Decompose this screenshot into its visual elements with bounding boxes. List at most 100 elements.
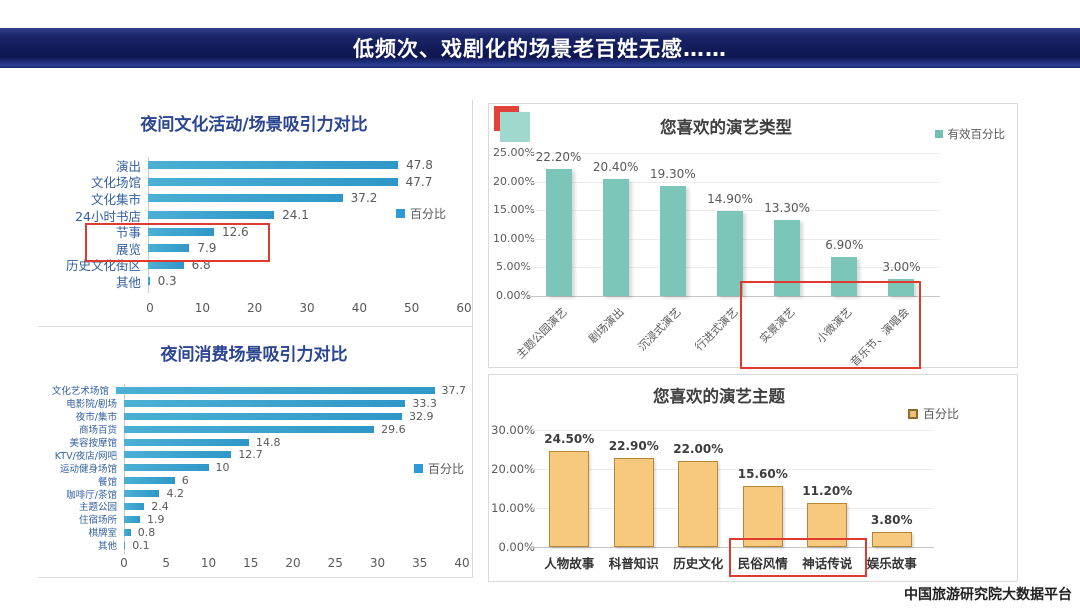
value-label: 32.9 xyxy=(409,409,434,423)
y-axis-tick-label: 15.00% xyxy=(493,203,535,217)
bar-rows: 文化艺术场馆 37.7 电影院/剧场 33.3 夜市/集市 32.9 商场百货 29.6 美容按… xyxy=(40,384,466,554)
category-label: 24小时书店 xyxy=(75,208,141,224)
bar-track: 2.4 xyxy=(124,500,466,513)
bar-row: 24小时书店 24.1 xyxy=(40,207,464,224)
bar-row: 其他 0.1 xyxy=(40,539,466,553)
bar-track: 33.3 xyxy=(124,397,466,410)
bar-row: 餐馆 6 xyxy=(40,474,466,488)
source-credit: 中国旅游研究院大数据平台 xyxy=(904,587,1072,603)
value-label: 3.00% xyxy=(882,259,921,274)
y-axis-tick-label: 10.00% xyxy=(491,501,535,515)
bar-track: 1.9 xyxy=(124,513,466,526)
bar-row: 节事 12.6 xyxy=(40,223,464,241)
bar-row: 主题公园 2.4 xyxy=(40,500,466,514)
x-category-label: 沉浸式演艺 xyxy=(635,305,684,354)
x-axis-tick-label: 0 xyxy=(146,301,154,315)
value-label: 47.7 xyxy=(405,174,433,189)
y-axis-tick-label: 10.00% xyxy=(493,231,535,245)
y-axis-tick-label: 0.00% xyxy=(496,289,531,302)
category-label: 运动健身场馆 xyxy=(59,463,117,475)
highlight-box-performance-themes xyxy=(729,538,867,577)
bar xyxy=(148,260,184,269)
x-axis-tick-label: 10 xyxy=(200,556,217,570)
bar-row: 夜市/集市 32.9 xyxy=(40,409,466,424)
x-axis-line xyxy=(531,547,934,548)
bar-row: 其他 0.3 xyxy=(40,273,464,290)
bar-track: 0.8 xyxy=(124,526,466,539)
title-banner: 低频次、戏剧化的场景老百姓无感…… xyxy=(0,28,1080,68)
category-label: 其他 xyxy=(115,274,141,290)
x-axis-tick-label: 0 xyxy=(120,556,128,570)
bar xyxy=(148,211,275,220)
category-label: 演出 xyxy=(115,158,141,174)
gridline xyxy=(526,153,940,154)
bar xyxy=(124,477,175,485)
value-label: 7.9 xyxy=(197,241,217,256)
bar xyxy=(774,219,801,296)
x-axis-ticks: 0 10 20 30 40 50 60 xyxy=(146,301,471,315)
gridline xyxy=(533,469,934,470)
bar-track: 29.6 xyxy=(124,423,466,436)
bar-row: 文化艺术场馆 37.7 xyxy=(40,384,466,398)
x-category-label: 神话传说 xyxy=(802,556,853,571)
bar xyxy=(124,464,209,472)
chart-favorite-performance-themes: 您喜欢的演艺主题 百分比 0.00% 10.00% 20.00% 30.00% 24.5… xyxy=(488,374,1018,582)
highlight-box-festivals-exhibitions xyxy=(85,223,270,262)
value-label: 14.8 xyxy=(256,435,281,449)
x-category-label: 人物故事 xyxy=(544,556,595,571)
bar-row: 商场百货 29.6 xyxy=(40,423,466,437)
category-label: 棋牌室 xyxy=(88,528,117,540)
highlight-box-performance-types xyxy=(740,281,921,369)
bar-row: 咖啡厅/茶馆 4.2 xyxy=(40,487,466,501)
category-label: 其他 xyxy=(97,541,117,553)
bar xyxy=(613,457,654,547)
bar-track: 0.1 xyxy=(124,539,466,552)
gridline xyxy=(533,508,934,509)
legend-label: 百分比 xyxy=(428,462,465,476)
bar xyxy=(549,451,590,547)
value-label: 6 xyxy=(181,474,189,488)
value-label: 15.60% xyxy=(737,467,788,482)
x-category-label: 历史文化 xyxy=(673,556,724,571)
bar xyxy=(148,227,214,236)
x-axis-tick-label: 60 xyxy=(456,301,472,315)
bar xyxy=(717,210,743,296)
x-axis-tick-label: 30 xyxy=(369,556,386,570)
bar xyxy=(545,169,572,296)
category-label: 餐馆 xyxy=(97,476,117,488)
bar-row: 美容按摩馆 14.8 xyxy=(40,435,466,450)
category-label: 文化集市 xyxy=(90,191,141,207)
x-category-label: 娱乐故事 xyxy=(866,556,917,571)
x-axis-tick-label: 15 xyxy=(243,556,259,570)
value-label: 12.7 xyxy=(238,448,263,462)
category-label: 夜市/集市 xyxy=(75,412,117,424)
y-axis-tick-label: 0.00% xyxy=(498,540,535,554)
bar-row: 展览 7.9 xyxy=(40,240,464,257)
bar-row: KTV/夜店/网吧 12.7 xyxy=(40,448,466,462)
value-label: 12.6 xyxy=(221,224,249,239)
bar xyxy=(659,185,686,296)
value-label: 0.3 xyxy=(157,274,177,289)
bar xyxy=(831,256,858,296)
gridline xyxy=(533,430,934,431)
category-label: 商场百货 xyxy=(78,425,117,437)
chart-night-consumption-scenes: 夜间消费场景吸引力对比 百分比 文化艺术场馆 37.7 电影院/剧场 33.3 夜市/集… xyxy=(38,332,470,578)
category-label: 节事 xyxy=(115,225,141,241)
bar xyxy=(148,194,343,203)
bar xyxy=(148,161,399,170)
divider-vertical xyxy=(472,100,473,578)
bar-track: 7.9 xyxy=(148,241,464,255)
bar xyxy=(148,277,150,286)
value-label: 6.90% xyxy=(825,237,864,252)
x-axis-tick-label: 40 xyxy=(351,301,367,315)
bar xyxy=(124,502,145,510)
category-label: 文化艺术场馆 xyxy=(51,386,109,398)
legend-label: 有效百分比 xyxy=(947,127,1006,141)
x-category-label: 科普知识 xyxy=(608,556,659,571)
divider-horizontal-left xyxy=(38,326,472,327)
bar-track: 12.6 xyxy=(148,225,464,239)
slide-title: 低频次、戏剧化的场景老百姓无感…… xyxy=(353,37,727,61)
chart-title: 您喜欢的演艺主题 xyxy=(653,387,785,406)
x-axis-tick-label: 10 xyxy=(194,301,210,315)
bar xyxy=(124,399,406,407)
